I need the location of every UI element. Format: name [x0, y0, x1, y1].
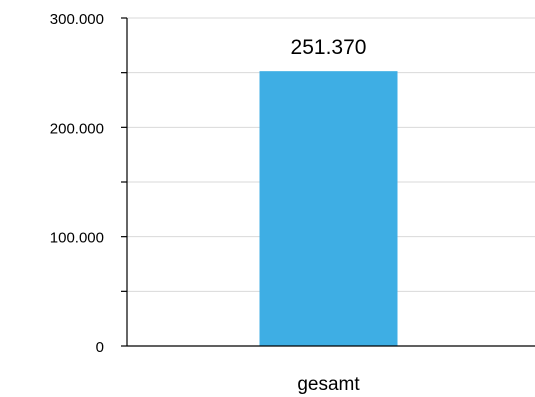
axes	[121, 17, 535, 347]
labels: 251.370 gesamt 0 100.000 200.000 300.000	[50, 11, 367, 395]
y-tick-label: 0	[96, 339, 104, 356]
y-tick-label: 200.000	[50, 120, 104, 137]
bars	[259, 71, 398, 347]
y-tick-label: 300.000	[50, 11, 104, 28]
y-tick-label: 100.000	[50, 230, 104, 247]
category-label: gesamt	[297, 374, 360, 395]
data-label: 251.370	[291, 36, 367, 59]
bar	[259, 71, 398, 347]
